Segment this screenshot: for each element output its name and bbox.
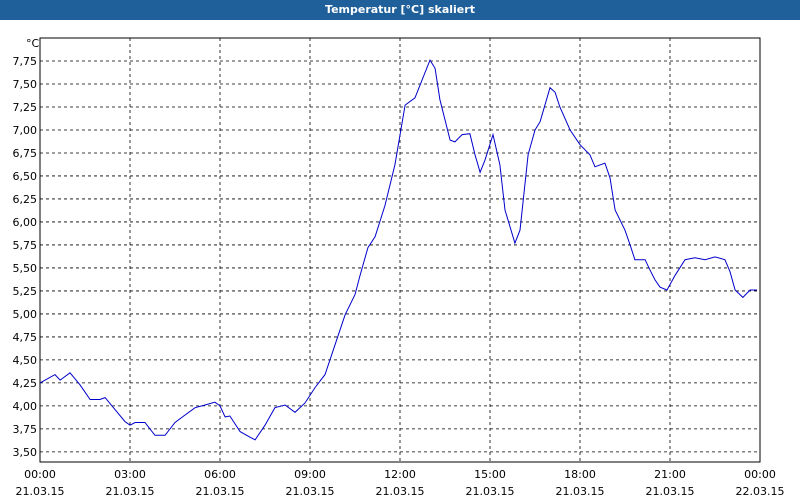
x-tick-label: 09:00	[294, 468, 326, 481]
y-tick-label: 6,25	[13, 193, 38, 206]
x-tick-date: 21.03.15	[466, 485, 515, 498]
y-tick-label: 5,50	[13, 262, 38, 275]
x-tick-label: 12:00	[384, 468, 416, 481]
x-tick-date: 21.03.15	[376, 485, 425, 498]
y-tick-label: 6,00	[13, 216, 38, 229]
y-tick-label: 5,75	[13, 239, 38, 252]
x-tick-date: 21.03.15	[106, 485, 155, 498]
x-tick-label: 00:00	[744, 468, 776, 481]
x-tick-date: 22.03.15	[736, 485, 785, 498]
x-tick-label: 03:00	[114, 468, 146, 481]
y-tick-label: 6,50	[13, 170, 38, 183]
y-tick-label: 7,25	[13, 101, 38, 114]
y-tick-label: 7,75	[13, 55, 38, 68]
x-tick-label: 15:00	[474, 468, 506, 481]
y-tick-label: 7,00	[13, 124, 38, 137]
y-tick-label: 6,75	[13, 147, 38, 160]
x-tick-date: 21.03.15	[16, 485, 65, 498]
y-tick-label: 5,25	[13, 285, 38, 298]
y-tick-label: 4,75	[13, 331, 38, 344]
x-tick-label: 18:00	[564, 468, 596, 481]
data-line	[39, 58, 757, 441]
y-tick-label: 7,50	[13, 78, 38, 91]
x-tick-label: 00:00	[24, 468, 56, 481]
y-tick-label: 5,00	[13, 308, 38, 321]
y-tick-label: 4,25	[13, 377, 38, 390]
y-unit: °C	[26, 37, 40, 50]
x-tick-label: 21:00	[654, 468, 686, 481]
y-tick-label: 3,75	[13, 423, 38, 436]
x-tick-date: 21.03.15	[556, 485, 605, 498]
x-tick-date: 21.03.15	[646, 485, 695, 498]
x-tick-date: 21.03.15	[196, 485, 245, 498]
chart: °C 3,50 3,75 4,00 4,25 4,50 4,75 5,00 5,25 5,50 5…	[13, 37, 785, 498]
y-tick-label: 3,50	[13, 446, 38, 459]
y-tick-label: 4,00	[13, 400, 38, 413]
title-bar: Temperatur [°C] skaliert	[0, 0, 800, 20]
y-tick-label: 4,50	[13, 354, 38, 367]
x-tick-date: 21.03.15	[286, 485, 335, 498]
x-tick-label: 06:00	[204, 468, 236, 481]
